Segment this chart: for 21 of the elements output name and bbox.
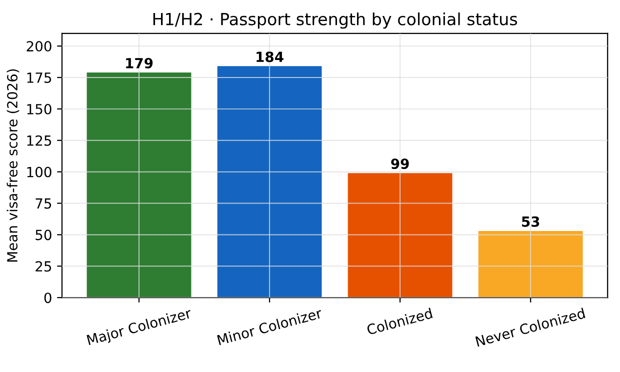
y-tick-label: 75	[36, 198, 52, 209]
bar	[348, 173, 452, 298]
y-axis-title: Mean visa-free score (2026)	[6, 69, 20, 262]
y-tick-label: 50	[36, 230, 52, 240]
data-label: 179	[126, 58, 153, 68]
bar	[86, 72, 192, 298]
data-label: 53	[522, 216, 540, 227]
y-tick-label: 25	[36, 261, 52, 272]
y-tick-label: 0	[44, 292, 52, 304]
x-tick-label: Major Colonizer	[86, 307, 193, 348]
y-tick-label: 175	[27, 72, 52, 83]
x-tick-label: Minor Colonizer	[216, 307, 323, 346]
data-label: 99	[391, 158, 409, 170]
y-tick-label: 100	[27, 166, 52, 178]
bar	[478, 230, 583, 298]
y-tick-label: 125	[27, 135, 52, 146]
data-label: 184	[256, 52, 284, 62]
bar	[217, 66, 322, 298]
chart-title: H1/H2 · Passport strength by colonial status	[153, 12, 518, 29]
y-tick-label: 200	[26, 41, 52, 52]
y-tick-label: 150	[27, 104, 52, 114]
